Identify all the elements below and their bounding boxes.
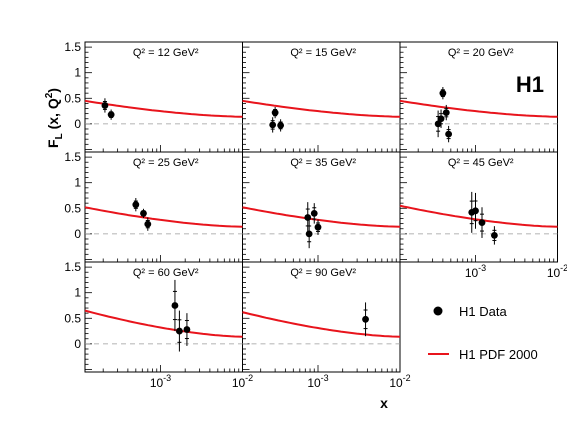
fit-curve-panel-5 xyxy=(242,206,401,228)
fit-curve-panel-6 xyxy=(399,204,558,228)
x-tick-base: 10 xyxy=(389,376,403,390)
panel-title-5: Q² = 35 GeV² xyxy=(290,157,356,169)
x-tick-exponent: -3 xyxy=(478,263,486,273)
data-point-panel-4-2 xyxy=(140,209,147,217)
y-tick-label-row2-4: 0 xyxy=(74,227,81,241)
y-axis-title: FL (x, Q2) xyxy=(44,88,65,148)
fit-curve-panel-1 xyxy=(84,99,243,118)
svg-text:FL (x, Q2): FL (x, Q2) xyxy=(44,88,65,148)
data-point-panel-3-2 xyxy=(437,115,445,123)
data-point-panel-3-4 xyxy=(442,109,450,117)
fit-curve-panel-2 xyxy=(242,99,400,118)
y-tick-label-row1-4: 0 xyxy=(74,117,81,131)
y-tick-label-row2-2: 1 xyxy=(74,176,81,190)
data-point-panel-1-1 xyxy=(101,102,109,109)
data-point-panel-2-2 xyxy=(271,109,279,117)
x-tick-base: 10 xyxy=(547,266,561,280)
x-axis-title: x xyxy=(380,395,388,411)
panel-title-8: Q² = 90 GeV² xyxy=(290,267,356,279)
data-point-panel-3-3 xyxy=(439,89,447,97)
y-axis-title-args: (x, Q xyxy=(45,98,61,133)
data-point-panel-5-1 xyxy=(304,214,312,221)
x-tick-label-p8-2: 10-2 xyxy=(389,373,410,390)
y-axis-title-sub: L xyxy=(54,133,65,139)
data-point-panel-6-2 xyxy=(472,207,479,215)
y-tick-label-row2-3: 0.5 xyxy=(64,201,81,215)
y-tick-label-row1-1: 1.5 xyxy=(64,40,81,54)
data-point-panel-3-5 xyxy=(445,130,453,138)
data-point-panel-6-4 xyxy=(490,231,498,239)
panel-title-6: Q² = 45 GeV² xyxy=(448,157,514,169)
fit-curve-panel-4 xyxy=(84,206,243,228)
data-point-panel-2-1 xyxy=(269,121,277,129)
panel-title-3: Q² = 20 GeV² xyxy=(448,47,514,59)
data-point-panel-3-1 xyxy=(434,120,442,128)
y-tick-label-row2-1: 1.5 xyxy=(64,150,81,164)
panel-title-1: Q² = 12 GeV² xyxy=(133,47,199,59)
x-tick-exponent: -2 xyxy=(245,373,253,383)
fit-curve-panel-3 xyxy=(399,99,558,118)
x-tick-exponent: -2 xyxy=(560,263,567,273)
data-point-panel-4-3 xyxy=(144,220,152,228)
x-tick-base: 10 xyxy=(232,376,246,390)
x-tick-base: 10 xyxy=(150,376,164,390)
y-tick-label-row3-3: 0.5 xyxy=(64,311,81,325)
panel-title-4: Q² = 25 GeV² xyxy=(133,157,199,169)
y-axis-title-close: ) xyxy=(45,88,61,93)
data-point-panel-5-4 xyxy=(314,223,322,231)
x-tick-exponent: -2 xyxy=(403,373,411,383)
y-axis-title-base: F xyxy=(45,139,61,148)
x-tick-label-p7-1: 10-3 xyxy=(150,373,171,390)
data-point-panel-8-1 xyxy=(362,315,369,323)
panel-title-2: Q² = 15 GeV² xyxy=(290,47,356,59)
legend: H1 Data H1 PDF 2000 xyxy=(428,304,538,362)
data-point-panel-6-3 xyxy=(478,219,486,227)
x-tick-exponent: -3 xyxy=(163,373,171,383)
fit-curve-panel-7 xyxy=(84,309,243,338)
panel-frame-6 xyxy=(399,151,558,263)
x-tick-base: 10 xyxy=(465,266,479,280)
x-tick-exponent: -3 xyxy=(321,373,329,383)
panel-frame-8 xyxy=(242,261,401,373)
y-tick-label-row1-3: 0.5 xyxy=(64,91,81,105)
data-point-panel-7-3 xyxy=(183,326,191,333)
legend-label-fit: H1 PDF 2000 xyxy=(459,347,538,362)
y-tick-label-row1-2: 1 xyxy=(74,66,81,80)
x-tick-label-p7-2: 10-2 xyxy=(232,373,253,390)
x-tick-base: 10 xyxy=(307,376,321,390)
y-tick-label-row3-4: 0 xyxy=(74,337,81,351)
h1-logo: H1 xyxy=(516,72,544,97)
x-tick-label-p8-1: 10-3 xyxy=(307,373,328,390)
y-tick-label-row3-1: 1.5 xyxy=(64,260,81,274)
data-point-panel-4-1 xyxy=(132,201,140,209)
y-tick-label-row3-2: 1 xyxy=(74,286,81,300)
x-tick-label-p6-2: 10-2 xyxy=(547,263,567,280)
panel-title-7: Q² = 60 GeV² xyxy=(133,267,199,279)
data-point-panel-5-3 xyxy=(310,209,318,217)
y-axis-title-sup: 2 xyxy=(44,92,55,98)
fit-curve-panel-8 xyxy=(242,311,401,338)
data-point-panel-7-2 xyxy=(175,327,183,335)
data-point-panel-2-3 xyxy=(277,121,285,129)
legend-label-data: H1 Data xyxy=(459,304,507,319)
x-tick-label-p6-1: 10-3 xyxy=(465,263,486,280)
data-point-panel-5-2 xyxy=(305,230,313,238)
data-point-panel-7-1 xyxy=(171,302,179,309)
legend-marker-data xyxy=(433,306,443,316)
data-point-panel-1-2 xyxy=(107,111,115,119)
